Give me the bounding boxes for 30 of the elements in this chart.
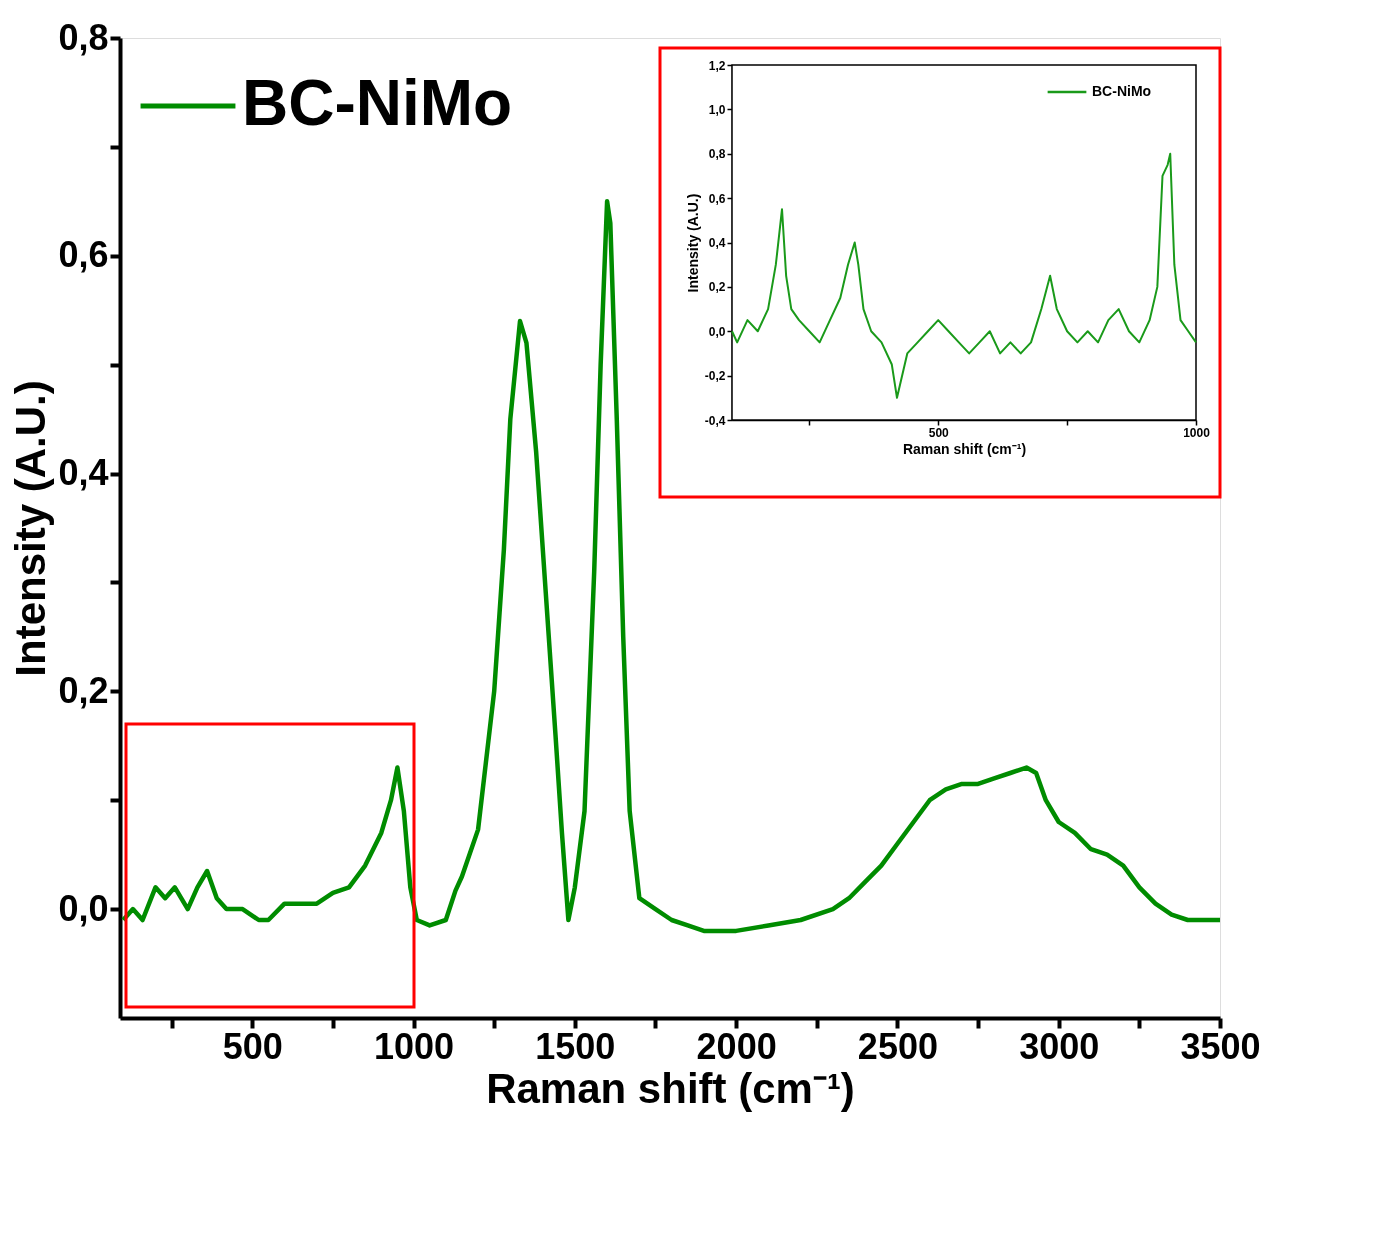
y-axis-title: Intensity (A.U.)	[684, 193, 701, 293]
x-tick-label: 3500	[1180, 1025, 1261, 1067]
x-tick-label: 1000	[374, 1025, 455, 1067]
y-tick-label: 0,0	[58, 887, 109, 929]
line-series	[731, 152, 1197, 399]
y-tick-label: 0,2	[708, 280, 726, 295]
x-axis-title: Raman shift (cm⁻¹)	[902, 440, 1027, 457]
y-tick-label: 0,0	[708, 324, 726, 339]
x-tick-label: 500	[222, 1025, 283, 1067]
y-tick-label: 1,0	[708, 102, 726, 117]
y-tick-label: -0,2	[704, 369, 726, 384]
y-tick-label: 0,6	[708, 191, 726, 206]
x-tick-label: 1500	[535, 1025, 616, 1067]
x-tick-label: 3000	[1019, 1025, 1100, 1067]
legend-label: BC-NiMo	[242, 67, 513, 139]
y-tick-label: 0,4	[58, 452, 109, 494]
y-tick-label: 0,8	[58, 16, 109, 58]
x-tick-label: 2000	[696, 1025, 777, 1067]
x-axis-title: Raman shift (cm⁻¹)	[486, 1064, 855, 1112]
x-tick-label: 2500	[857, 1025, 938, 1067]
legend-label: BC-NiMo	[1092, 83, 1152, 99]
y-tick-label: -0,4	[704, 413, 726, 428]
y-axis-title: Intensity (A.U.)	[7, 380, 55, 677]
y-tick-label: 1,2	[708, 58, 726, 73]
x-tick-label: 500	[928, 425, 950, 440]
y-tick-label: 0,4	[708, 236, 726, 250]
y-tick-label: 0,6	[58, 234, 109, 276]
x-tick-label: 1000	[1183, 425, 1211, 440]
y-tick-label: 0,2	[58, 669, 109, 711]
y-tick-label: 0,8	[708, 147, 726, 162]
